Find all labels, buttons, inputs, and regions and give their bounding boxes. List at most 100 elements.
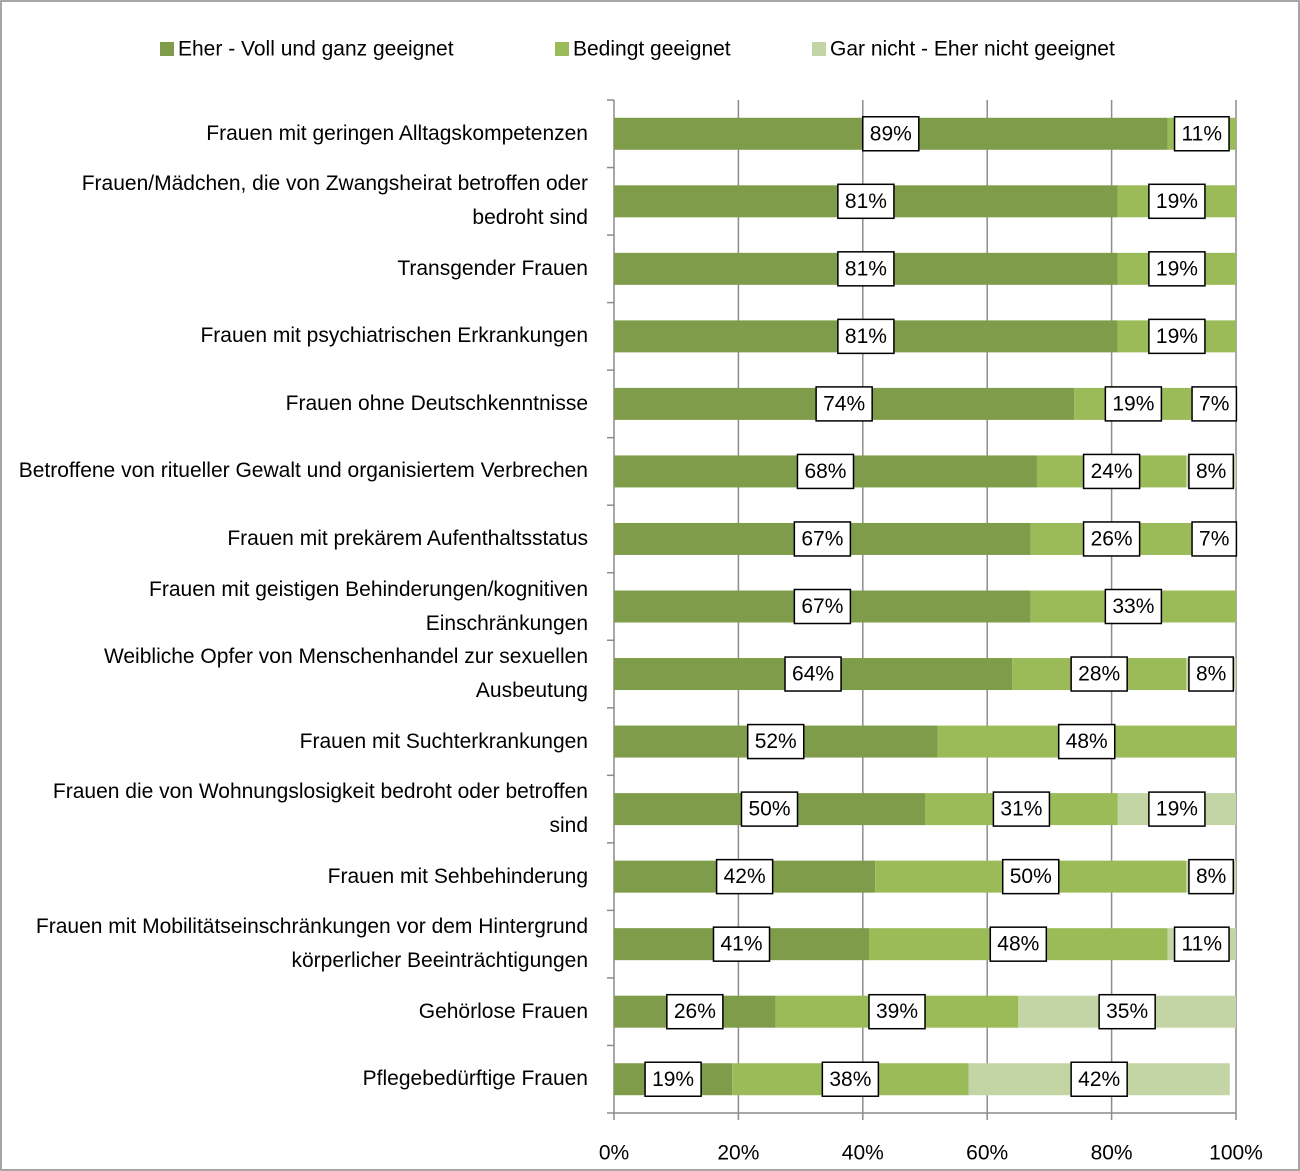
legend-swatch	[160, 42, 174, 56]
value-label: 38%	[829, 1068, 871, 1091]
y-tick-label: Transgender Frauen	[397, 256, 588, 280]
value-label: 28%	[1078, 663, 1120, 686]
value-label-box	[1098, 993, 1156, 1030]
y-tick-label: Frauen mit geringen Alltagskompetenzen	[206, 121, 588, 145]
value-label-box	[1173, 926, 1230, 962]
value-label: 24%	[1091, 460, 1133, 483]
value-label: 11%	[1182, 933, 1222, 956]
y-tick-label: Frauen mit geistigen Behinderungen/kogni…	[149, 577, 588, 635]
value-label-box	[746, 723, 805, 760]
value-label-box	[837, 318, 895, 355]
value-label-box	[1001, 858, 1060, 895]
value-label-box	[712, 926, 771, 962]
value-label: 19%	[1156, 190, 1198, 213]
value-label-box	[1082, 453, 1141, 490]
value-label: 31%	[1000, 798, 1042, 821]
value-label-box	[1070, 656, 1128, 692]
value-label: 19%	[1112, 392, 1154, 415]
value-label: 39%	[876, 1000, 918, 1023]
y-tick-label: Frauen ohne Deutschkenntnisse	[285, 391, 588, 415]
value-label-box	[1104, 386, 1163, 422]
value-label: 35%	[1106, 1000, 1148, 1023]
legend-swatch	[812, 42, 826, 56]
y-tick-label: Gehörlose Frauen	[418, 999, 588, 1023]
value-label: 42%	[724, 865, 766, 888]
y-tick-label: Pflegebedürftige Frauen	[362, 1067, 588, 1091]
x-tick-label: 0%	[599, 1142, 629, 1165]
value-label-box	[1191, 386, 1238, 422]
value-label-box	[815, 386, 873, 422]
y-tick-label: Frauen mit psychiatrischen Erkrankungen	[200, 324, 588, 348]
y-tick-label: Frauen mit Mobilitätseinschränkungen vor…	[35, 915, 588, 973]
value-label: 81%	[845, 325, 887, 348]
value-label: 48%	[1066, 730, 1108, 753]
value-label: 50%	[1010, 865, 1052, 888]
x-tick-label: 80%	[1091, 1142, 1133, 1165]
legend-label: Bedingt geeignet	[573, 38, 731, 61]
value-label-box	[1148, 318, 1206, 355]
value-label-box	[837, 183, 895, 220]
value-label-box	[1148, 791, 1206, 827]
value-label: 8%	[1196, 865, 1226, 888]
value-label: 33%	[1112, 595, 1154, 618]
value-label-box	[868, 993, 926, 1030]
y-tick-label: Frauen mit Suchterkrankungen	[299, 729, 588, 753]
x-tick-label: 100%	[1209, 1142, 1263, 1165]
value-label: 81%	[845, 257, 887, 280]
legend-label: Gar nicht - Eher nicht geeignet	[830, 38, 1115, 61]
value-label: 74%	[823, 392, 865, 415]
value-label-box	[1057, 723, 1116, 760]
value-label: 50%	[748, 798, 790, 821]
value-label: 26%	[674, 1000, 716, 1023]
value-label-box	[1104, 588, 1163, 625]
value-label-box	[784, 656, 842, 692]
value-label-box	[666, 993, 724, 1030]
value-label-box	[793, 588, 852, 625]
value-label-box	[1148, 183, 1206, 220]
value-label-box	[1188, 858, 1235, 895]
value-label-box	[644, 1061, 702, 1097]
value-label: 68%	[804, 460, 846, 483]
value-label-box	[715, 858, 774, 895]
y-tick-label: Frauen mit prekärem Aufenthaltsstatus	[227, 526, 588, 550]
value-label: 52%	[755, 730, 797, 753]
value-label-box	[821, 1061, 880, 1097]
value-label: 67%	[801, 528, 843, 551]
value-label-box	[862, 116, 920, 152]
value-label-box	[793, 521, 852, 557]
y-tick-label: Frauen die von Wohnungslosigkeit bedroht…	[52, 780, 588, 838]
x-tick-label: 40%	[842, 1142, 884, 1165]
x-tick-label: 60%	[966, 1142, 1008, 1165]
value-label: 26%	[1091, 528, 1133, 551]
value-label-box	[1191, 521, 1238, 557]
value-label: 19%	[1156, 325, 1198, 348]
value-label-box	[740, 791, 799, 827]
value-label-box	[992, 791, 1051, 827]
value-label: 8%	[1196, 460, 1226, 483]
value-label: 7%	[1199, 528, 1229, 551]
value-label: 19%	[1156, 257, 1198, 280]
value-label-box	[1070, 1061, 1128, 1097]
legend-swatch	[555, 42, 569, 56]
y-tick-label: Frauen/Mädchen, die von Zwangsheirat bet…	[81, 172, 588, 230]
value-label-box	[1188, 656, 1235, 692]
legend-label: Eher - Voll und ganz geeignet	[178, 38, 454, 61]
value-label-box	[1148, 251, 1206, 287]
value-label: 48%	[997, 933, 1039, 956]
x-tick-label: 20%	[717, 1142, 759, 1165]
value-label: 11%	[1182, 122, 1222, 145]
value-label: 8%	[1196, 663, 1226, 686]
value-label-box	[1082, 521, 1141, 557]
value-label-box	[989, 926, 1048, 962]
y-tick-label: Weibliche Opfer von Menschenhandel zur s…	[103, 645, 588, 703]
y-tick-label: Frauen mit Sehbehinderung	[327, 864, 588, 888]
value-label-box	[837, 251, 895, 287]
value-label: 19%	[652, 1068, 694, 1091]
value-label-box	[1173, 116, 1230, 152]
y-tick-label: Betroffene von ritueller Gewalt und orga…	[18, 459, 588, 483]
value-label: 41%	[720, 933, 762, 956]
value-label-box	[1188, 453, 1235, 490]
value-label: 64%	[792, 663, 834, 686]
